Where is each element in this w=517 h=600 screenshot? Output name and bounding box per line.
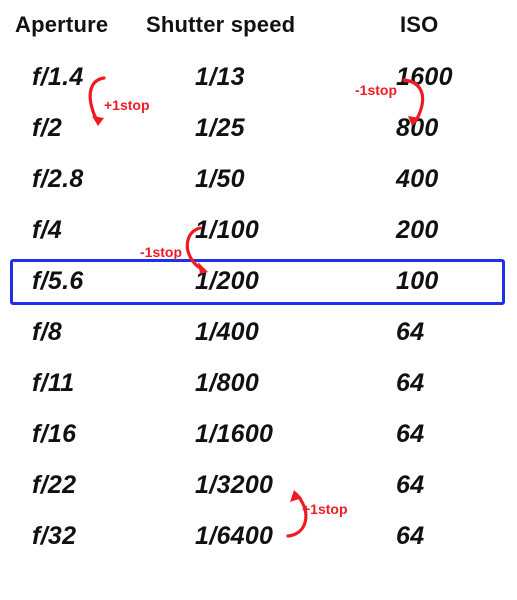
cell-aperture: f/11 bbox=[32, 369, 74, 398]
arrow-iso bbox=[398, 76, 432, 130]
cell-aperture: f/5.6 bbox=[32, 267, 84, 296]
header-shutter: Shutter speed bbox=[146, 12, 295, 38]
cell-aperture: f/16 bbox=[32, 420, 76, 449]
cell-iso: 64 bbox=[396, 420, 424, 449]
cell-shutter: 1/13 bbox=[195, 63, 245, 92]
cell-aperture: f/2.8 bbox=[32, 165, 84, 194]
cell-shutter: 1/6400 bbox=[195, 522, 273, 551]
header-iso: ISO bbox=[400, 12, 439, 38]
annot-shutter-minus1: -1stop bbox=[140, 244, 182, 260]
cell-shutter: 1/25 bbox=[195, 114, 245, 143]
cell-aperture: f/22 bbox=[32, 471, 76, 500]
cell-aperture: f/32 bbox=[32, 522, 76, 551]
cell-shutter: 1/800 bbox=[195, 369, 259, 398]
cell-iso: 64 bbox=[396, 369, 424, 398]
cell-shutter: 1/3200 bbox=[195, 471, 273, 500]
cell-aperture: f/8 bbox=[32, 318, 62, 347]
arrow-shutter-up bbox=[280, 486, 314, 540]
cell-shutter: 1/400 bbox=[195, 318, 259, 347]
cell-iso: 200 bbox=[396, 216, 439, 245]
cell-iso: 64 bbox=[396, 522, 424, 551]
cell-aperture: f/4 bbox=[32, 216, 62, 245]
cell-iso: 100 bbox=[396, 267, 439, 296]
arrow-shutter-down bbox=[184, 224, 220, 278]
cell-iso: 64 bbox=[396, 471, 424, 500]
cell-shutter: 1/50 bbox=[195, 165, 245, 194]
header-aperture: Aperture bbox=[15, 12, 108, 38]
cell-aperture: f/2 bbox=[32, 114, 62, 143]
arrow-aperture bbox=[84, 74, 114, 130]
cell-aperture: f/1.4 bbox=[32, 63, 84, 92]
cell-iso: 64 bbox=[396, 318, 424, 347]
annot-iso-minus1: -1stop bbox=[355, 82, 397, 98]
cell-shutter: 1/1600 bbox=[195, 420, 273, 449]
cell-iso: 400 bbox=[396, 165, 439, 194]
